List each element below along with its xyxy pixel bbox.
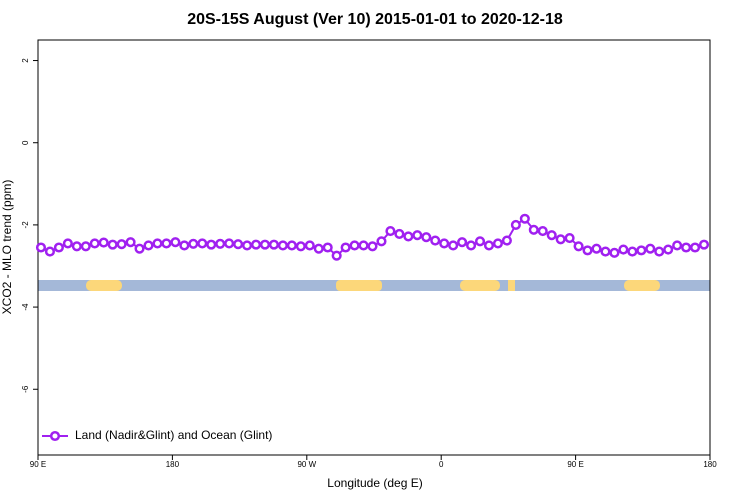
point [143, 240, 154, 251]
point [98, 237, 109, 248]
point [295, 241, 306, 252]
y-axis-label: XCO2 - MLO trend (ppm) [0, 180, 14, 315]
point [448, 240, 459, 251]
point [242, 240, 253, 251]
y-tick-label: -4 [21, 303, 30, 311]
point [215, 238, 226, 249]
x-tick-label: 180 [703, 460, 717, 469]
point [44, 246, 55, 257]
point [107, 239, 118, 250]
point [474, 236, 486, 247]
point [636, 245, 647, 256]
point [340, 242, 351, 253]
point [403, 231, 414, 242]
point [690, 242, 701, 253]
x-tick-label: 90 E [567, 460, 583, 469]
point [286, 240, 297, 251]
point [439, 238, 450, 249]
point [564, 232, 575, 244]
point [53, 242, 64, 253]
point [233, 239, 244, 250]
point [313, 243, 324, 254]
y-tick-label: -2 [21, 221, 30, 229]
point [250, 239, 262, 250]
x-axis-label: Longitude (deg E) [327, 476, 422, 490]
point [62, 238, 73, 249]
x-tick-label: 90 E [30, 460, 46, 469]
point [322, 242, 333, 253]
point [537, 226, 548, 237]
point [681, 242, 692, 253]
point [421, 232, 432, 243]
point [698, 239, 710, 250]
x-tick-label: 180 [166, 460, 180, 469]
point [609, 247, 620, 258]
point [376, 236, 387, 247]
point [277, 240, 288, 251]
point [555, 234, 566, 245]
point [582, 245, 593, 256]
point [259, 239, 271, 250]
point [492, 238, 503, 249]
point [510, 219, 521, 230]
point [457, 237, 468, 248]
point [349, 240, 360, 251]
point [412, 230, 423, 241]
y-tick-label: -6 [21, 385, 30, 393]
legend-label: Land (Nadir&Glint) and Ocean (Glint) [75, 428, 272, 442]
point [80, 241, 91, 252]
point [483, 240, 495, 251]
point [672, 240, 683, 251]
point [358, 240, 369, 251]
point [71, 241, 82, 252]
point [591, 243, 602, 254]
point [304, 240, 315, 251]
x-tick-label: 90 W [297, 460, 316, 469]
point [501, 235, 512, 246]
y-tick-label: 0 [21, 140, 30, 145]
point [654, 246, 665, 257]
point [546, 230, 557, 241]
point [394, 228, 405, 239]
point [466, 240, 477, 251]
point [188, 238, 199, 249]
point [116, 239, 127, 250]
point [519, 213, 530, 224]
point [170, 237, 181, 248]
point [600, 246, 611, 257]
point [627, 246, 638, 257]
point [331, 250, 342, 261]
point [134, 243, 145, 254]
point [268, 239, 279, 250]
point [35, 242, 47, 253]
point [224, 238, 235, 249]
point [430, 235, 441, 246]
point [645, 243, 656, 254]
point [197, 238, 208, 249]
chart-title: 20S-15S August (Ver 10) 2015-01-01 to 20… [187, 11, 563, 28]
point [206, 239, 217, 250]
point [528, 224, 539, 235]
point [573, 241, 584, 252]
point [152, 238, 163, 249]
legend-marker [49, 430, 61, 442]
point [618, 244, 629, 255]
point [125, 237, 136, 248]
x-tick-label: 0 [439, 460, 444, 469]
point [385, 226, 396, 237]
point [367, 241, 378, 252]
point [663, 244, 674, 255]
y-tick-label: 2 [21, 58, 30, 63]
point [89, 238, 100, 249]
point [179, 240, 190, 251]
point [161, 238, 172, 249]
surface-band [38, 280, 710, 291]
